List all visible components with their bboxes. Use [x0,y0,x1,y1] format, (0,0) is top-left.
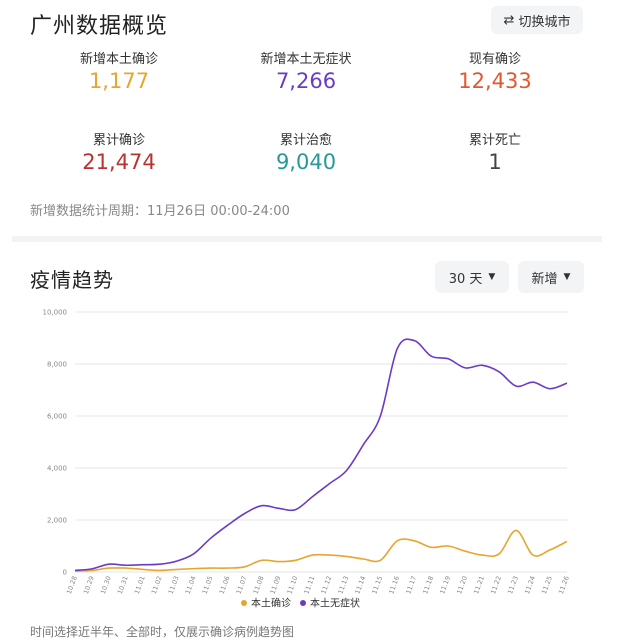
x-tick-label: 11.09 [269,575,283,595]
y-tick-label: 8,000 [47,361,67,369]
switch-arrows-icon: ⇄ [503,12,515,28]
x-tick-label: 11.22 [489,575,503,595]
stat-new-local-confirmed: 新增本土确诊 1,177 [29,48,209,93]
x-tick-label: 11.08 [252,575,266,595]
chart-legend[interactable]: 本土确诊 本土无症状 [241,597,360,610]
switch-city-label: 切换城市 [518,14,571,30]
series-line [74,338,568,572]
x-tick-label: 11.05 [201,575,215,595]
stat-value: 1 [488,150,502,174]
y-tick-label: 4,000 [47,465,67,473]
range-select-value: 30 天 [448,271,483,287]
y-tick-label: 10,000 [43,309,68,317]
stat-label: 新增本土确诊 [79,52,158,67]
x-tick-label: 11.07 [235,575,249,595]
x-tick-label: 10.28 [65,575,79,595]
x-tick-label: 11.18 [421,575,435,595]
overview-title: 广州数据概览 [30,14,169,39]
stat-total-cured: 累计治愈 9,040 [216,129,396,174]
y-tick-label: 2,000 [47,517,67,525]
chart-grid [75,311,567,573]
stat-current-confirmed: 现有确诊 12,433 [405,48,585,93]
range-select[interactable]: 30 天 ▼ [435,261,509,293]
x-tick-label: 11.11 [303,575,317,595]
stat-new-local-asymptomatic: 新增本土无症状 7,266 [216,48,396,93]
x-tick-label: 11.06 [218,575,232,595]
x-tick-label: 11.19 [438,575,452,595]
x-tick-label: 11.17 [404,575,418,595]
x-tick-label: 11.21 [472,575,486,595]
stat-total-deaths: 累计死亡 1 [405,129,585,174]
x-tick-label: 11.26 [557,575,571,595]
stat-label: 新增本土无症状 [260,52,352,67]
section-divider [12,236,602,242]
x-tick-label: 11.10 [286,575,300,595]
x-tick-label: 11.23 [506,575,520,595]
caret-down-icon: ▼ [563,272,571,282]
legend-marker[interactable] [241,600,247,606]
stat-value: 7,266 [275,69,337,93]
x-tick-label: 11.15 [370,575,384,595]
y-tick-label: 6,000 [47,413,67,421]
overview-panel: 广州数据概览 ⇄ 切换城市 新增本土确诊 1,177 新增本土无症状 7,266… [0,0,640,236]
stat-label: 累计死亡 [468,133,521,148]
chart-x-axis: 10.28 10.29 10.30 10.31 11.01 11.02 11.03 11.04… [65,575,571,595]
x-tick-label: 10.29 [82,575,96,595]
x-tick-label: 11.13 [336,575,350,595]
type-select-value: 新增 [531,271,558,287]
stat-period-note: 新增数据统计周期：11月26日 00:00-24:00 [30,204,290,219]
x-tick-label: 11.16 [387,575,401,595]
legend-label[interactable]: 本土确诊 [251,597,291,610]
stat-label: 累计确诊 [92,133,145,148]
y-tick-label: 0 [63,569,67,577]
x-tick-label: 10.30 [99,575,113,595]
x-tick-label: 11.24 [523,575,537,595]
x-tick-label: 11.25 [540,575,554,595]
caret-down-icon: ▼ [488,272,496,282]
chart-series [74,338,568,572]
legend-label[interactable]: 本土无症状 [310,597,360,610]
x-tick-label: 11.04 [184,575,198,595]
chart-y-axis: 0 2,000 4,000 6,000 8,000 10,000 [43,309,68,577]
x-tick-label: 11.14 [353,575,367,595]
series-line [74,529,568,572]
x-tick-label: 11.12 [319,575,333,595]
legend-marker[interactable] [300,600,306,606]
stat-value: 21,474 [82,150,156,174]
trend-footnote: 时间选择近半年、全部时，仅展示确诊病例趋势图 [30,625,295,639]
trend-title: 疫情趋势 [30,268,114,292]
type-select[interactable]: 新增 ▼ [518,261,584,293]
stat-total-confirmed: 累计确诊 21,474 [29,129,209,174]
x-tick-label: 11.20 [455,575,469,595]
stat-label: 现有确诊 [468,52,521,67]
switch-city-button[interactable]: ⇄ 切换城市 [491,6,583,34]
stat-value: 9,040 [275,150,337,174]
x-tick-label: 11.01 [133,575,147,595]
x-tick-label: 11.02 [150,575,164,595]
stat-value: 12,433 [458,69,532,93]
stat-label: 累计治愈 [279,133,332,148]
x-tick-label: 11.03 [167,575,181,595]
stat-value: 1,177 [88,69,150,93]
x-tick-label: 10.31 [116,575,130,595]
